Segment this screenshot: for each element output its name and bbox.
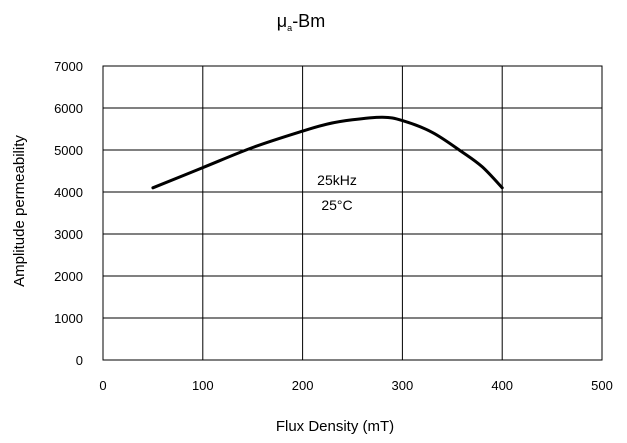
y-tick-label: 0	[76, 353, 83, 368]
annotation-temperature: 25°C	[321, 197, 352, 213]
tick-labels: 0 100 200 300 400 500010002000300040005000600…	[54, 59, 613, 393]
chart-title-main: μ	[277, 11, 287, 31]
grid	[102, 65, 603, 361]
y-tick-label: 7000	[54, 59, 83, 74]
x-tick-label: 500	[591, 378, 613, 393]
y-tick-label: 4000	[54, 185, 83, 200]
plot-frame	[102, 65, 603, 361]
y-tick-label: 6000	[54, 101, 83, 116]
y-tick-label: 3000	[54, 227, 83, 242]
x-tick-label: 300	[392, 378, 414, 393]
chart-title-rest: -Bm	[292, 11, 325, 31]
chart-title: μa-Bm	[277, 11, 325, 33]
y-axis-label: Amplitude permeability	[11, 135, 28, 287]
x-axis-label: Flux Density (mT)	[276, 418, 394, 435]
y-tick-label: 5000	[54, 143, 83, 158]
y-tick-label: 2000	[54, 269, 83, 284]
x-tick-label: 100	[192, 378, 214, 393]
x-tick-label: 0	[99, 378, 106, 393]
chart-title-subscript: a	[287, 23, 292, 33]
annotation-frequency: 25kHz	[317, 172, 357, 188]
permeability-curve	[151, 115, 504, 190]
y-tick-label: 1000	[54, 311, 83, 326]
x-tick-label: 200	[292, 378, 314, 393]
x-tick-label: 400	[491, 378, 513, 393]
